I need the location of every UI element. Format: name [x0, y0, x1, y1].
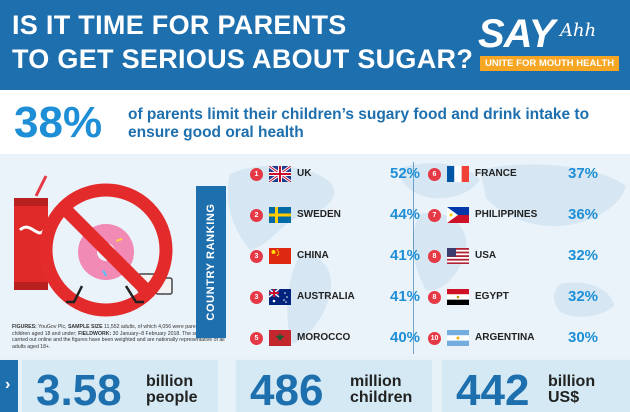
rank-number: 8: [428, 250, 441, 263]
figures-label: FIGURES:: [12, 324, 37, 330]
bottom-stat-people: 3.58 billion people: [22, 360, 218, 412]
country-percent: 41%: [390, 288, 421, 305]
argentina-flag-icon: [447, 330, 469, 346]
ranking-row: 5 MOROCCO 40%: [250, 328, 430, 350]
logo-say: SAY: [478, 12, 555, 56]
rank-number: 3: [250, 250, 263, 263]
figures-source: YouGov Plc,: [36, 324, 68, 330]
bottom-stat-value: 486: [250, 366, 324, 412]
ranking-row: 10 ARGENTINA 30%: [428, 328, 608, 350]
bottom-stat-unit-line2: US$: [548, 389, 580, 406]
ranking-row: 3 CHINA 41%: [250, 246, 430, 268]
figures-fieldwork-text: 30 January–8 February 2018. The survey w…: [12, 330, 225, 350]
ranking-row: 1 UK 52%: [250, 164, 430, 186]
country-name: EGYPT: [475, 291, 509, 302]
bottom-stat-cost: 442 billion US$: [442, 360, 630, 412]
rank-number: 8: [428, 291, 441, 304]
column-divider: [413, 162, 414, 354]
title-line-1: IS IT TIME FOR PARENTS: [12, 10, 347, 40]
rank-number: 7: [428, 209, 441, 222]
country-name: SWEDEN: [297, 209, 341, 220]
logo-tagline: UNITE FOR MOUTH HEALTH: [480, 56, 620, 71]
page-title: IS IT TIME FOR PARENTS TO GET SERIOUS AB…: [12, 8, 473, 76]
headline-percent: 38%: [14, 98, 103, 147]
country-ranking-text: COUNTRY RANKING: [205, 203, 217, 321]
country-name: UK: [297, 168, 312, 179]
cartoon-legs-icon: [66, 285, 144, 304]
ranking-row: 8 EGYPT 32%: [428, 287, 608, 309]
country-name: AUSTRALIA: [297, 291, 355, 302]
country-percent: 32%: [568, 288, 599, 305]
bottom-stat-unit-line2: people: [146, 389, 198, 406]
logo-ahh: Ahh: [560, 20, 597, 41]
rank-number: 10: [428, 332, 441, 345]
bottom-stat-unit: billion people: [146, 374, 198, 406]
figures-sample-label: SAMPLE SIZE: [67, 324, 103, 330]
bottom-stat-unit-line1: million: [350, 373, 402, 390]
sweden-flag-icon: [269, 207, 291, 223]
country-percent: 40%: [390, 329, 421, 346]
header-banner: IS IT TIME FOR PARENTS TO GET SERIOUS AB…: [0, 0, 630, 90]
headline-description: of parents limit their children’s sugary…: [128, 106, 590, 141]
ranking-row: 8 USA 32%: [428, 246, 608, 268]
ranking-row: 3 AUSTRALIA 41%: [250, 287, 430, 309]
country-percent: 32%: [568, 247, 599, 264]
country-percent: 41%: [390, 247, 421, 264]
country-name: USA: [475, 250, 497, 261]
ranking-row: 2 SWEDEN 44%: [250, 205, 430, 227]
bottom-stat-unit-line2: children: [350, 389, 413, 406]
egypt-flag-icon: [447, 289, 469, 305]
title-line-2: TO GET SERIOUS ABOUT SUGAR?: [12, 44, 474, 74]
figures-note: FIGURES: YouGov Plc, SAMPLE SIZE 11,552 …: [12, 324, 232, 350]
rank-number: 3: [250, 291, 263, 304]
philippines-flag-icon: [447, 207, 469, 223]
country-name: FRANCE: [475, 168, 517, 179]
australia-flag-icon: [269, 289, 291, 305]
country-name: PHILIPPINES: [475, 209, 538, 220]
rank-number: 5: [250, 332, 263, 345]
bottom-stat-unit-line1: billion: [548, 373, 596, 390]
country-percent: 30%: [568, 329, 599, 346]
rank-number: 6: [428, 168, 441, 181]
country-percent: 37%: [568, 165, 599, 182]
france-flag-icon: [447, 166, 469, 182]
figures-sample-text: 11,552 adults, of which 4,056 were paren…: [12, 324, 214, 337]
uk-flag-icon: [269, 166, 291, 182]
country-percent: 44%: [390, 206, 421, 223]
china-flag-icon: [269, 248, 291, 264]
sugar-prohibited-illustration: [14, 175, 173, 317]
ranking-section: FIGURES: YouGov Plc, SAMPLE SIZE 11,552 …: [0, 154, 630, 356]
ranking-row: 6 FRANCE 37%: [428, 164, 608, 186]
figures-fieldwork-label: FIELDWORK:: [78, 330, 112, 337]
country-ranking-label: COUNTRY RANKING: [196, 186, 226, 338]
rank-number: 1: [250, 168, 263, 181]
country-name: MOROCCO: [297, 332, 351, 343]
bottom-stat-unit: million children: [350, 374, 412, 406]
country-name: CHINA: [297, 250, 329, 261]
morocco-flag-icon: [269, 330, 291, 346]
bottom-stat-value: 3.58: [36, 366, 122, 412]
country-percent: 52%: [390, 165, 421, 182]
bottom-stat-value: 442: [456, 366, 530, 412]
bottom-stat-unit: billion US$: [548, 374, 595, 406]
chevron-right-icon: ›: [5, 376, 11, 393]
usa-flag-icon: [447, 248, 469, 264]
ranking-row: 7 PHILIPPINES 36%: [428, 205, 608, 227]
bottom-stat-unit-line1: billion: [146, 373, 194, 390]
say-ahh-logo: SAY Ahh UNITE FOR MOUTH HEALTH: [478, 12, 620, 76]
next-section-chevron: ›: [0, 360, 18, 412]
country-name: ARGENTINA: [475, 332, 535, 343]
headline-stat: 38% of parents limit their children’s su…: [0, 90, 630, 154]
country-percent: 36%: [568, 206, 599, 223]
bottom-stat-children: 486 million children: [236, 360, 432, 412]
rank-number: 2: [250, 209, 263, 222]
prohibited-sign-icon: [39, 183, 173, 317]
